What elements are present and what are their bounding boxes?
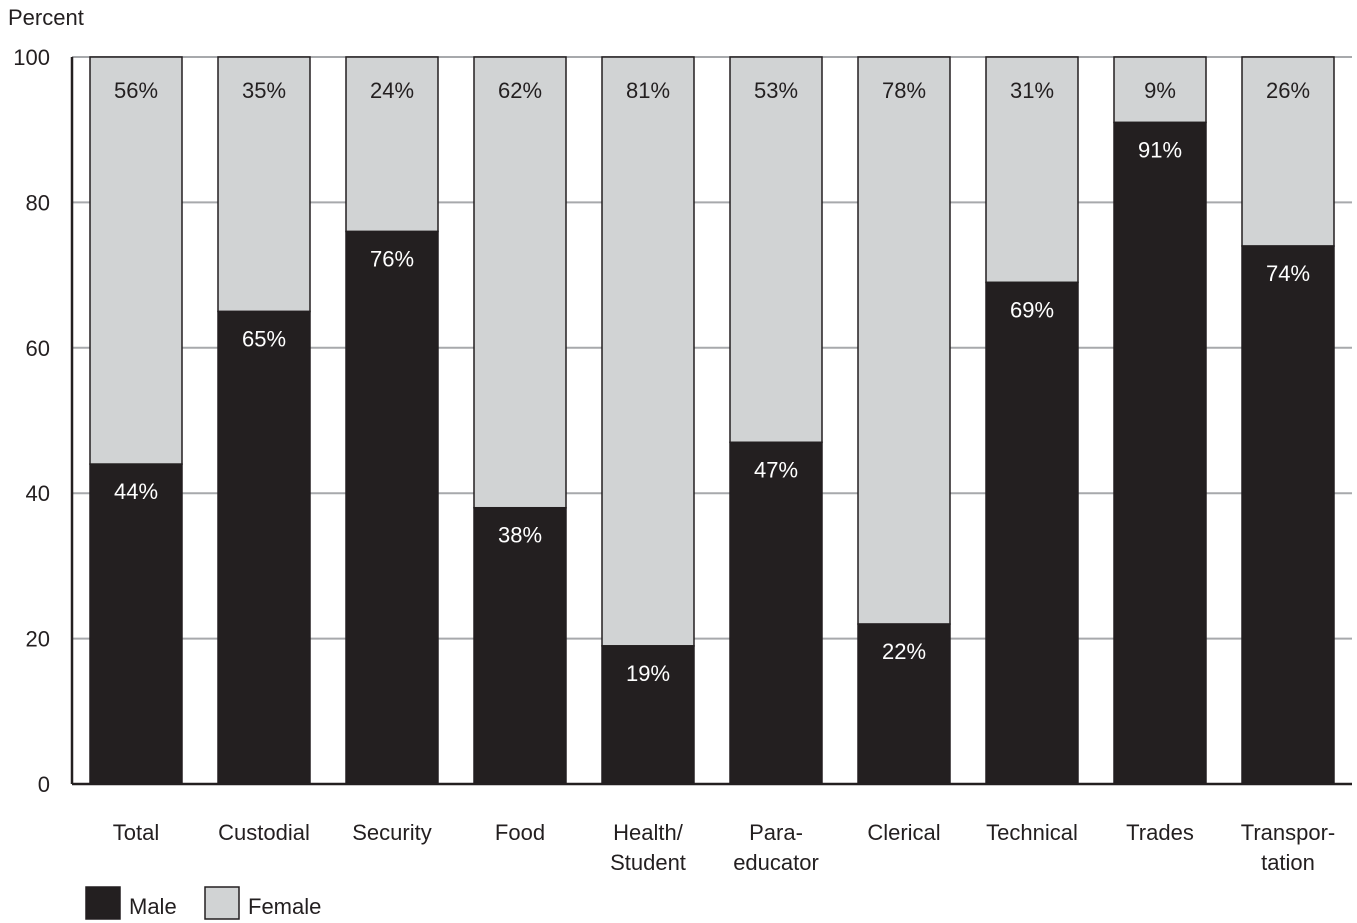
bar-male <box>217 310 311 785</box>
bar-male <box>1241 245 1335 785</box>
data-label-female: 56% <box>114 78 158 103</box>
x-category-label: Security <box>352 820 431 845</box>
bar-female <box>89 56 183 465</box>
bar-male <box>89 463 183 785</box>
data-label-male: 47% <box>754 457 798 482</box>
data-label-male: 44% <box>114 479 158 504</box>
bar-female <box>857 56 951 625</box>
data-label-female: 81% <box>626 78 670 103</box>
bar-male <box>601 645 695 785</box>
legend-swatch <box>85 886 121 920</box>
data-label-male: 91% <box>1138 137 1182 162</box>
bar-female <box>1241 56 1335 247</box>
data-label-male: 76% <box>370 246 414 271</box>
y-axis-ticks: 0 20 40 60 80 100 <box>13 45 50 797</box>
bar-female <box>473 56 567 509</box>
data-label-female: 9% <box>1144 78 1176 103</box>
y-tick-label: 40 <box>26 481 50 506</box>
x-category-label: Trades <box>1126 820 1194 845</box>
x-category-label: Health/ <box>613 820 684 845</box>
bar-male <box>857 623 951 785</box>
y-tick-label: 80 <box>26 190 50 215</box>
y-tick-label: 0 <box>38 772 50 797</box>
bar-male <box>729 441 823 785</box>
y-tick-label: 60 <box>26 336 50 361</box>
legend: Male Female <box>85 886 321 920</box>
x-category-label: Clerical <box>867 820 940 845</box>
y-tick-label: 20 <box>26 627 50 652</box>
bar-male <box>985 281 1079 785</box>
data-label-male: 19% <box>626 661 670 686</box>
bars: 56% 44% 35% 65% 24% 76% 62% 38% 81% 19% 53% 47% 78% 2… <box>89 56 1335 785</box>
x-category-label: Custodial <box>218 820 310 845</box>
y-tick-label: 100 <box>13 45 50 70</box>
legend-swatch <box>204 886 240 920</box>
data-label-female: 31% <box>1010 78 1054 103</box>
axes <box>70 57 1352 786</box>
data-label-female: 35% <box>242 78 286 103</box>
x-category-label: educator <box>733 850 819 875</box>
x-category-label: Total <box>113 820 159 845</box>
bar-female <box>1113 56 1207 124</box>
data-label-male: 22% <box>882 639 926 664</box>
bar-female <box>985 56 1079 284</box>
bar-male <box>473 506 567 785</box>
data-label-female: 26% <box>1266 78 1310 103</box>
x-category-label: tation <box>1261 850 1315 875</box>
data-label-female: 62% <box>498 78 542 103</box>
data-label-female: 78% <box>882 78 926 103</box>
bar-female <box>729 56 823 444</box>
bar-male <box>1113 121 1207 785</box>
x-category-label: Transpor- <box>1241 820 1336 845</box>
data-label-female: 24% <box>370 78 414 103</box>
x-category-label: Student <box>610 850 686 875</box>
x-category-label: Para- <box>749 820 803 845</box>
bar-male <box>345 230 439 785</box>
legend-label: Female <box>248 894 321 919</box>
data-label-male: 74% <box>1266 261 1310 286</box>
data-label-female: 53% <box>754 78 798 103</box>
y-axis-label: Percent <box>8 5 84 30</box>
data-label-male: 38% <box>498 523 542 548</box>
x-category-label: Food <box>495 820 545 845</box>
x-axis-categories: Total Custodial Security Food Health/Student… <box>113 820 1336 875</box>
x-category-label: Technical <box>986 820 1078 845</box>
data-label-male: 65% <box>242 326 286 351</box>
bar-female <box>601 56 695 647</box>
legend-label: Male <box>129 894 177 919</box>
data-label-male: 69% <box>1010 297 1054 322</box>
bar-female <box>217 56 311 313</box>
